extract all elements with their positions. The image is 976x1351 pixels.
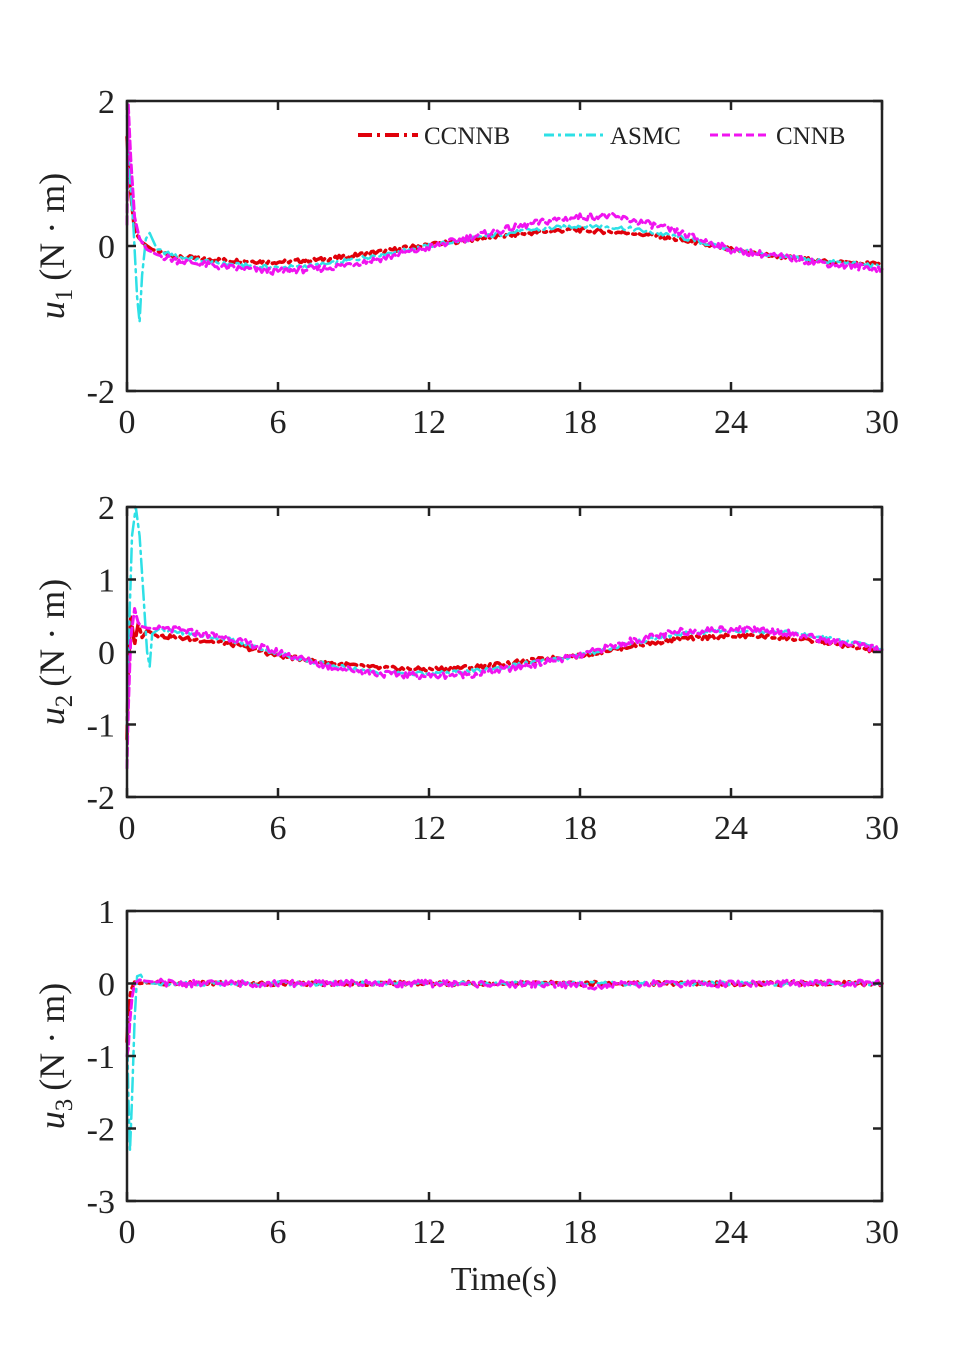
panel-1-ylabel: u1(N · m) xyxy=(32,173,78,319)
panel-3-series-layer xyxy=(125,973,884,1152)
panel-2-ytick-label: 0 xyxy=(98,635,115,672)
panel-1-ytick-label: 0 xyxy=(98,229,115,266)
legend-label-cnnb: CNNB xyxy=(776,123,845,150)
panel-1-series-ccnnb xyxy=(125,135,884,267)
panel-1-series-cnnb xyxy=(125,103,884,276)
panel-2-ytick-label: -1 xyxy=(87,708,115,745)
panel-2-xtick-label: 12 xyxy=(412,810,446,847)
panel-3-ylabel: u3(N · m) xyxy=(32,983,78,1129)
legend-label-ccnnb: CCNNB xyxy=(424,123,510,150)
panel-3-xtick-label: 18 xyxy=(563,1214,597,1251)
panel-3-ytick-label: 1 xyxy=(98,894,115,931)
panel-3-axes-box xyxy=(125,909,884,1203)
panel-3-xtick-label: 24 xyxy=(714,1214,748,1251)
panel-3-xtick-label: 12 xyxy=(412,1214,446,1251)
panel-2-xtick-label: 6 xyxy=(270,810,287,847)
panel-2-series-cnnb xyxy=(125,607,884,770)
panel-1-xtick-label: 24 xyxy=(714,404,748,441)
panel-2-ylabel: u2(N · m) xyxy=(32,579,78,725)
panel-1-xtick-label: 30 xyxy=(865,404,899,441)
panel-1-series-asmc xyxy=(125,114,884,324)
panel-1-series-layer xyxy=(125,103,884,324)
panel-3-ytick-label: -3 xyxy=(87,1184,115,1221)
panel-3: 0 6 12 18 24 30 -3 -2 -1 0 1 u3(N · m) Time(s) xyxy=(32,894,899,1298)
panel-3-ytick-label: -2 xyxy=(87,1112,115,1149)
panel-1-xtick-label: 12 xyxy=(412,404,446,441)
panel-1-xtick-label: 18 xyxy=(563,404,597,441)
panel-2-axes-box xyxy=(125,505,884,799)
panel-3-xtick-label: 0 xyxy=(119,1214,136,1251)
panel-2-series-ccnnb xyxy=(125,614,884,741)
panel-3-ticks: 0 6 12 18 24 30 -3 -2 -1 0 1 xyxy=(87,894,899,1251)
panel-2-xtick-label: 0 xyxy=(119,810,136,847)
panel-3-xtick-label: 30 xyxy=(865,1214,899,1251)
panel-2-xtick-label: 18 xyxy=(563,810,597,847)
panel-2-ytick-label: 1 xyxy=(98,563,115,600)
legend-label-asmc: ASMC xyxy=(610,123,681,150)
panel-2-ytick-label: 2 xyxy=(98,490,115,527)
panel-2-series-asmc xyxy=(125,505,884,726)
panel-1-xtick-label: 0 xyxy=(119,404,136,441)
panel-3-ytick-label: 0 xyxy=(98,967,115,1004)
panel-3-xlabel: Time(s) xyxy=(451,1261,557,1298)
panel-3-series-ccnnb xyxy=(125,979,884,1044)
panel-1: 0 6 12 18 24 30-202 u1(N · m) CCNNB ASMC CNNB xyxy=(32,84,899,441)
legend: CCNNB ASMC CNNB xyxy=(358,123,845,150)
panel-1-ticks: 0 6 12 18 24 30-202 xyxy=(87,84,899,441)
panel-3-xtick-label: 6 xyxy=(270,1214,287,1251)
panel-2-xtick-label: 30 xyxy=(865,810,899,847)
panel-2-series-layer xyxy=(125,505,884,770)
panel-1-xtick-label: 6 xyxy=(270,404,287,441)
panel-3-ytick-label: -1 xyxy=(87,1039,115,1076)
panel-2-xtick-label: 24 xyxy=(714,810,748,847)
panel-2-ytick-label: -2 xyxy=(87,780,115,817)
panel-1-ytick-label: -2 xyxy=(87,374,115,411)
panel-3-series-cnnb xyxy=(125,977,884,1058)
panel-1-ytick-label: 2 xyxy=(98,84,115,121)
panel-3-series-asmc xyxy=(125,973,884,1152)
